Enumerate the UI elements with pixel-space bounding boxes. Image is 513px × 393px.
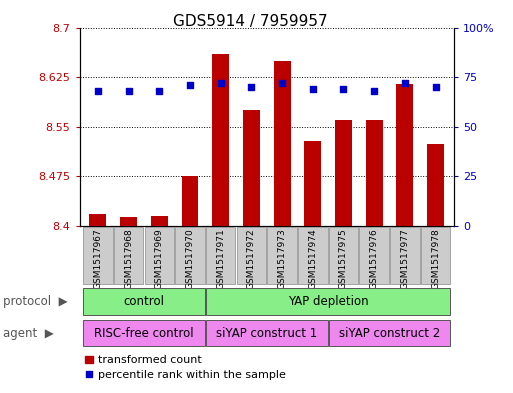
FancyBboxPatch shape (329, 227, 358, 285)
Legend: transformed count, percentile rank within the sample: transformed count, percentile rank withi… (85, 355, 286, 380)
FancyBboxPatch shape (236, 227, 266, 285)
Text: GSM1517971: GSM1517971 (216, 228, 225, 289)
Bar (182, 176, 199, 226)
Text: GSM1517973: GSM1517973 (278, 228, 287, 289)
Text: GDS5914 / 7959957: GDS5914 / 7959957 (173, 14, 328, 29)
FancyBboxPatch shape (145, 227, 174, 285)
Bar (120, 217, 137, 226)
Point (216, 80, 225, 86)
Text: GSM1517978: GSM1517978 (431, 228, 440, 289)
Bar (206, 320, 327, 346)
Text: control: control (124, 295, 165, 308)
Text: RISC-free control: RISC-free control (94, 327, 194, 340)
Bar (206, 288, 450, 315)
Point (431, 84, 440, 90)
Text: GSM1517968: GSM1517968 (124, 228, 133, 289)
Text: GSM1517967: GSM1517967 (93, 228, 103, 289)
Text: GSM1517974: GSM1517974 (308, 228, 318, 289)
Bar (335, 120, 352, 226)
Text: siYAP construct 1: siYAP construct 1 (216, 327, 318, 340)
FancyBboxPatch shape (421, 227, 450, 285)
Point (340, 86, 348, 92)
FancyBboxPatch shape (298, 227, 327, 285)
Bar (304, 141, 321, 226)
Bar (397, 84, 413, 226)
Point (370, 88, 378, 94)
FancyBboxPatch shape (267, 227, 297, 285)
Bar (83, 288, 205, 315)
Bar (273, 61, 290, 226)
Point (278, 80, 286, 86)
Bar (89, 214, 106, 226)
Bar (212, 54, 229, 226)
Point (94, 88, 102, 94)
Text: GSM1517969: GSM1517969 (155, 228, 164, 289)
Point (186, 82, 194, 88)
Text: GSM1517970: GSM1517970 (186, 228, 194, 289)
Point (125, 88, 133, 94)
Point (309, 86, 317, 92)
Point (401, 80, 409, 86)
Point (155, 88, 164, 94)
Text: GSM1517976: GSM1517976 (370, 228, 379, 289)
Text: siYAP construct 2: siYAP construct 2 (339, 327, 440, 340)
Bar (427, 144, 444, 226)
Text: YAP depletion: YAP depletion (288, 295, 368, 308)
Bar (151, 216, 168, 226)
Point (247, 84, 255, 90)
FancyBboxPatch shape (175, 227, 205, 285)
Text: GSM1517972: GSM1517972 (247, 228, 256, 289)
Bar (366, 120, 383, 226)
Text: protocol  ▶: protocol ▶ (3, 295, 67, 308)
Bar (329, 320, 450, 346)
Bar (243, 110, 260, 226)
Text: GSM1517977: GSM1517977 (400, 228, 409, 289)
FancyBboxPatch shape (360, 227, 389, 285)
FancyBboxPatch shape (390, 227, 420, 285)
Text: GSM1517975: GSM1517975 (339, 228, 348, 289)
FancyBboxPatch shape (206, 227, 235, 285)
FancyBboxPatch shape (114, 227, 143, 285)
Bar (83, 320, 205, 346)
Text: agent  ▶: agent ▶ (3, 327, 53, 340)
FancyBboxPatch shape (83, 227, 113, 285)
